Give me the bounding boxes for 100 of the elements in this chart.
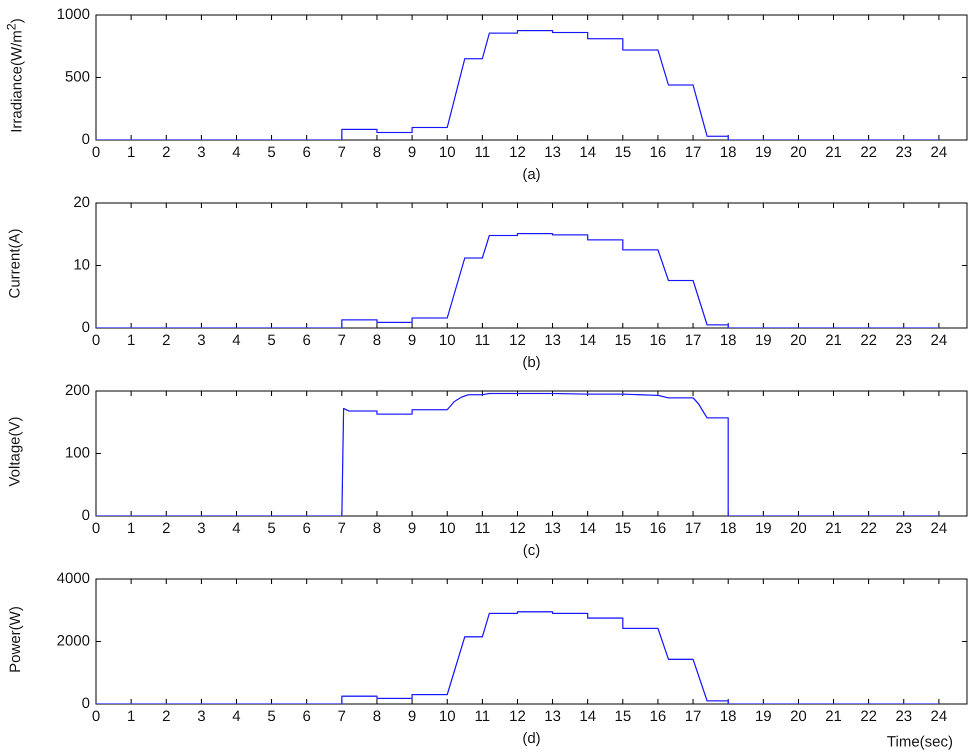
x-tick-label: 5 (267, 520, 276, 538)
x-tick-label: 7 (338, 144, 346, 162)
x-tick-label: 21 (825, 332, 842, 350)
x-tick-label: 22 (860, 708, 878, 726)
x-tick-label: 11 (474, 708, 490, 726)
x-tick-label: 4 (232, 520, 241, 538)
x-tick-label: 21 (825, 144, 842, 162)
x-tick-label: 2 (162, 520, 170, 538)
x-tick-label: 8 (372, 708, 382, 726)
x-tick-label: 2 (162, 144, 170, 162)
x-tick-label: 19 (754, 332, 772, 350)
x-tick-label: 24 (930, 144, 948, 162)
x-tick-label: 20 (790, 520, 807, 538)
x-tick-label: 19 (754, 144, 772, 162)
x-tick-label: 23 (895, 332, 912, 350)
y-axis-title: Voltage(V) (6, 416, 24, 486)
x-tick-label: 1 (126, 708, 136, 726)
x-tick-label: 19 (754, 708, 772, 726)
y-tick-label: 4000 (56, 570, 90, 588)
x-tick-label: 8 (372, 332, 382, 350)
x-tick-label: 13 (544, 520, 561, 538)
x-axis-title: (a) (522, 166, 541, 184)
y-tick-label: 10 (73, 256, 90, 274)
x-tick-label: 12 (509, 332, 526, 350)
x-tick-label: 3 (197, 144, 206, 162)
x-tick-label: 4 (232, 144, 241, 162)
x-tick-label: 13 (544, 332, 561, 350)
x-tick-label: 24 (930, 332, 948, 350)
y-tick-label: 2000 (56, 632, 90, 650)
x-tick-label: 19 (754, 520, 772, 538)
x-tick-label: 12 (509, 708, 526, 726)
x-tick-label: 24 (930, 520, 948, 538)
x-tick-label: 8 (372, 520, 382, 538)
x-tick-label: 14 (579, 332, 596, 350)
x-tick-label: 14 (579, 144, 596, 162)
x-tick-label: 3 (197, 520, 206, 538)
x-tick-label: 15 (614, 332, 632, 350)
x-tick-label: 7 (338, 520, 346, 538)
x-tick-label: 11 (474, 332, 490, 350)
x-tick-label: 16 (650, 144, 666, 162)
x-tick-label: 3 (197, 708, 206, 726)
x-tick-label: 7 (338, 708, 346, 726)
x-tick-label: 16 (650, 332, 666, 350)
x-tick-label: 9 (408, 332, 416, 350)
x-tick-label: 5 (267, 144, 276, 162)
x-tick-label: 6 (302, 520, 311, 538)
x-tick-label: 21 (825, 708, 842, 726)
y-tick-label: 200 (64, 382, 90, 400)
x-tick-label: 12 (509, 520, 526, 538)
x-tick-label: 16 (650, 520, 666, 538)
x-tick-label: 17 (684, 520, 702, 538)
x-tick-label: 5 (267, 708, 276, 726)
x-tick-label: 14 (579, 708, 596, 726)
x-tick-label: 1 (126, 144, 136, 162)
x-tick-label: 21 (825, 520, 842, 538)
x-tick-label: 1 (126, 332, 136, 350)
x-tick-label: 4 (232, 708, 241, 726)
x-axis-title: (b) (522, 354, 541, 372)
x-tick-label: 10 (438, 520, 456, 538)
x-tick-label: 10 (438, 332, 456, 350)
x-tick-label: 3 (197, 332, 206, 350)
x-tick-label: 20 (790, 708, 807, 726)
x-tick-label: 23 (895, 520, 912, 538)
y-axis-title: Power(W) (6, 606, 24, 672)
x-tick-label: 7 (338, 332, 346, 350)
x-tick-label: 22 (860, 332, 878, 350)
x-tick-label: 1 (126, 520, 136, 538)
y-tick-label: 0 (82, 131, 90, 148)
text: Time(sec) (886, 734, 954, 751)
x-tick-label: 13 (544, 708, 561, 726)
y-tick-label: 100 (64, 444, 90, 462)
x-tick-label: 22 (860, 520, 878, 538)
x-tick-label: 18 (720, 520, 737, 538)
x-tick-label: 2 (162, 708, 170, 726)
x-tick-label: 14 (579, 520, 596, 538)
x-tick-label: 6 (302, 708, 311, 726)
x-axis-title: (c) (522, 542, 540, 560)
x-tick-label: 9 (408, 144, 416, 162)
x-tick-label: 9 (408, 708, 416, 726)
x-tick-label: 20 (790, 332, 807, 350)
x-tick-label: 15 (614, 144, 632, 162)
y-tick-label: 20 (73, 194, 90, 212)
y-tick-label: 0 (82, 507, 90, 524)
x-tick-label: 15 (614, 520, 632, 538)
x-tick-label: 18 (720, 144, 737, 162)
x-tick-label: 5 (267, 332, 276, 350)
x-tick-label: 10 (438, 708, 456, 726)
y-tick-label: 0 (82, 319, 90, 336)
x-tick-label: 18 (720, 332, 737, 350)
y-tick-label: 0 (82, 695, 90, 712)
x-tick-label: 10 (438, 144, 456, 162)
x-tick-label: 12 (509, 144, 526, 162)
y-axis-title: Current(A) (6, 228, 24, 298)
x-tick-label: 11 (474, 144, 490, 162)
x-tick-label: 15 (614, 708, 632, 726)
x-tick-label: 11 (474, 520, 490, 538)
x-tick-label: 20 (790, 144, 807, 162)
x-tick-label: 8 (372, 144, 382, 162)
y-tick-label: 1000 (56, 6, 90, 24)
x-tick-label: 18 (720, 708, 737, 726)
